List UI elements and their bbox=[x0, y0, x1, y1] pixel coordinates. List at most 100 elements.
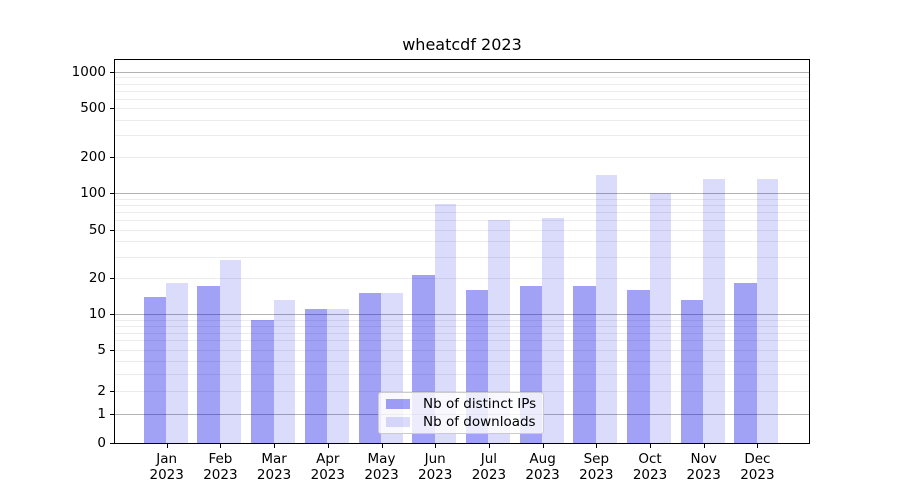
y-tick-label: 1 bbox=[97, 406, 106, 423]
gridline-minor bbox=[115, 277, 809, 279]
y-tick-mark bbox=[110, 229, 114, 231]
x-tick-label: Apr 2023 bbox=[310, 451, 345, 483]
bar-downloads bbox=[542, 218, 564, 443]
y-tick-label: 10 bbox=[88, 306, 106, 323]
y-tick-mark bbox=[110, 71, 114, 73]
x-tick-mark bbox=[596, 444, 598, 448]
legend-label-downloads: Nb of downloads bbox=[423, 414, 536, 430]
legend-item-downloads: Nb of downloads bbox=[386, 415, 537, 429]
gridline-minor bbox=[115, 319, 809, 321]
legend-swatch-downloads bbox=[386, 417, 410, 427]
gridline-minor bbox=[115, 108, 809, 110]
gridline-minor bbox=[115, 374, 809, 376]
y-tick-label: 1000 bbox=[71, 63, 106, 80]
x-tick-mark bbox=[757, 444, 759, 448]
y-tick-label: 2 bbox=[97, 383, 106, 400]
bar-distinct-ips bbox=[197, 286, 220, 443]
x-tick-label: Oct 2023 bbox=[632, 451, 668, 483]
bar-downloads bbox=[273, 300, 296, 443]
y-tick-label: 20 bbox=[88, 269, 106, 286]
bar-distinct-ips bbox=[573, 286, 596, 443]
x-tick-mark bbox=[166, 444, 168, 448]
gridline-minor bbox=[115, 98, 809, 100]
y-tick-label: 100 bbox=[80, 185, 106, 202]
x-tick-mark bbox=[220, 444, 222, 448]
bar-distinct-ips bbox=[734, 283, 757, 443]
y-tick-label: 5 bbox=[97, 341, 106, 358]
gridline-minor bbox=[115, 120, 809, 122]
gridline-minor bbox=[115, 332, 809, 334]
x-tick-label: Nov 2023 bbox=[686, 451, 721, 483]
bar-downloads bbox=[649, 193, 671, 443]
bar-downloads bbox=[703, 179, 725, 443]
gridline-minor bbox=[115, 229, 809, 231]
gridline-minor bbox=[115, 156, 809, 158]
y-tick-mark bbox=[110, 414, 114, 416]
bar-distinct-ips bbox=[251, 319, 274, 443]
y-tick-mark bbox=[110, 108, 114, 110]
gridline-minor bbox=[115, 135, 809, 137]
x-tick-label: Mar 2023 bbox=[256, 451, 292, 483]
gridline-minor bbox=[115, 204, 809, 206]
x-tick-label: Feb 2023 bbox=[203, 451, 238, 483]
x-tick-mark bbox=[327, 444, 329, 448]
x-tick-mark bbox=[435, 444, 437, 448]
gridline-minor bbox=[115, 241, 809, 243]
x-tick-label: Jun 2023 bbox=[418, 451, 453, 483]
bar-downloads bbox=[166, 283, 188, 443]
x-tick-label: May 2023 bbox=[364, 451, 399, 483]
gridline-major bbox=[115, 193, 809, 195]
gridline-minor bbox=[115, 211, 809, 213]
x-tick-mark bbox=[274, 444, 276, 448]
x-tick-mark bbox=[488, 444, 490, 448]
gridline-minor bbox=[115, 83, 809, 85]
bar-distinct-ips bbox=[358, 293, 381, 443]
bar-downloads bbox=[756, 179, 779, 443]
gridline-minor bbox=[115, 220, 809, 222]
bar-distinct-ips bbox=[304, 309, 328, 443]
y-tick-mark bbox=[110, 156, 114, 158]
x-tick-label: Aug 2023 bbox=[525, 451, 560, 483]
plot-area: Nb of distinct IPs Nb of downloads bbox=[114, 59, 810, 444]
y-tick-label: 50 bbox=[88, 221, 106, 238]
legend-label-distinct-ips: Nb of distinct IPs bbox=[423, 396, 537, 412]
gridline-minor bbox=[115, 256, 809, 258]
bar-downloads bbox=[219, 260, 242, 443]
gridline-minor bbox=[115, 391, 809, 393]
x-tick-mark bbox=[703, 444, 705, 448]
x-tick-mark bbox=[381, 444, 383, 448]
y-tick-label: 0 bbox=[97, 435, 106, 451]
y-tick-label: 500 bbox=[80, 100, 106, 117]
y-tick-mark bbox=[110, 443, 114, 444]
bar-downloads bbox=[488, 220, 510, 443]
x-tick-label: Dec 2023 bbox=[740, 451, 775, 483]
gridline-minor bbox=[115, 325, 809, 327]
y-tick-mark bbox=[110, 277, 114, 279]
y-tick-label: 200 bbox=[80, 148, 106, 165]
chart-title: wheatcdf 2023 bbox=[402, 35, 522, 54]
gridline-major bbox=[115, 71, 809, 73]
x-tick-mark bbox=[542, 444, 544, 448]
bar-distinct-ips bbox=[143, 296, 167, 443]
x-tick-label: Jan 2023 bbox=[149, 451, 184, 483]
y-tick-mark bbox=[110, 314, 114, 316]
bar-downloads bbox=[327, 309, 349, 443]
legend-item-distinct-ips: Nb of distinct IPs bbox=[386, 397, 537, 411]
y-tick-mark bbox=[110, 391, 114, 393]
bar-downloads bbox=[595, 175, 618, 443]
y-tick-mark bbox=[110, 349, 114, 351]
gridline-minor bbox=[115, 198, 809, 200]
x-tick-label: Sep 2023 bbox=[579, 451, 614, 483]
bar-distinct-ips bbox=[627, 289, 650, 443]
gridline-minor bbox=[115, 349, 809, 351]
x-tick-mark bbox=[650, 444, 651, 448]
gridline-major bbox=[115, 314, 809, 316]
legend: Nb of distinct IPs Nb of downloads bbox=[378, 392, 544, 434]
gridline-minor bbox=[115, 340, 809, 342]
bar-downloads bbox=[434, 203, 457, 443]
gridline-minor bbox=[115, 360, 809, 362]
gridline-minor bbox=[115, 90, 809, 92]
y-tick-mark bbox=[110, 193, 114, 195]
gridline-minor bbox=[115, 77, 809, 79]
